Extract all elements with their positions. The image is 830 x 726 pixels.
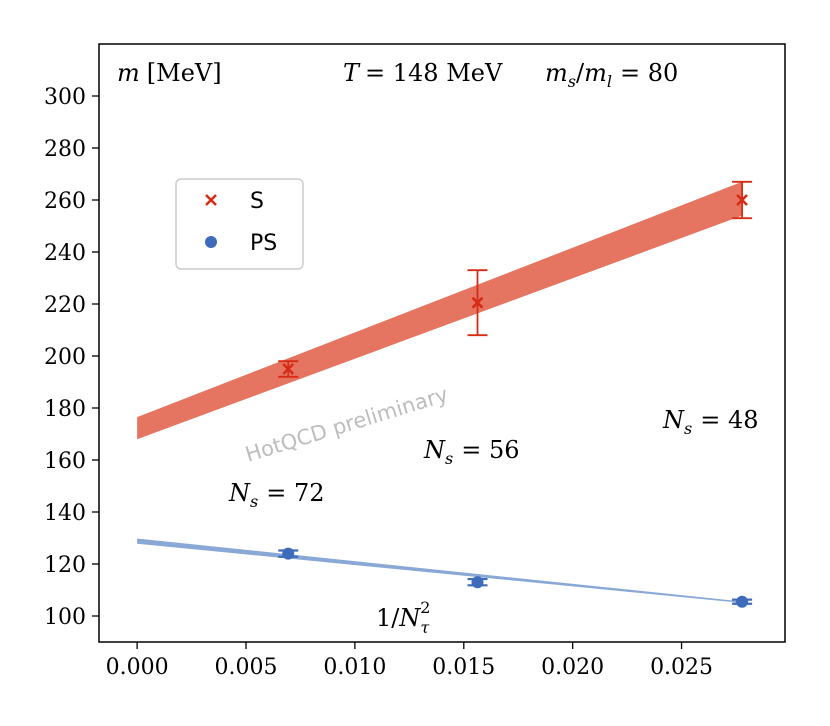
y-tick-label-9: 280	[44, 137, 86, 162]
plot-area	[98, 43, 786, 643]
ns-label-56: Ns = 56	[423, 436, 520, 468]
y-axis-ticks: 100 120 140 160 180 200 220 240 260 280 300	[44, 85, 99, 630]
mass-ratio-label: ms/ml = 80	[545, 59, 678, 91]
x-tick-label-5: 0.025	[650, 655, 713, 680]
fit-band-ps	[137, 538, 743, 603]
y-tick-label-7: 240	[44, 241, 86, 266]
point-ps-0	[282, 547, 295, 560]
y-tick-label-8: 260	[44, 189, 86, 214]
x-axis-label: 1/Nτ2	[376, 598, 430, 637]
y-tick-label-4: 180	[44, 397, 86, 422]
point-s-1	[471, 296, 484, 309]
legend: S PS	[175, 178, 304, 270]
x-tick-label-4: 0.020	[541, 655, 604, 680]
y-tick-label-1: 120	[44, 553, 86, 578]
legend-marker-ps	[205, 236, 217, 248]
point-s-2	[736, 194, 749, 206]
data-points	[278, 180, 753, 608]
legend-box	[175, 178, 304, 270]
y-tick-label-6: 220	[44, 293, 86, 318]
x-tick-label-3: 0.015	[432, 655, 495, 680]
y-tick-label-2: 140	[44, 501, 86, 526]
legend-x-glyph	[205, 194, 217, 206]
x-axis-ticks: 0.000 0.005 0.010 0.015 0.020 0.025	[106, 642, 713, 680]
y-tick-label-5: 200	[44, 345, 86, 370]
y-tick-label-10: 300	[44, 85, 86, 110]
watermark-text: HotQCD preliminary	[242, 382, 450, 467]
x-tick-label-1: 0.005	[215, 655, 278, 680]
y-tick-label-0: 100	[44, 605, 86, 630]
watermark-layer: HotQCD preliminary	[242, 382, 450, 467]
temperature-label: T = 148 MeV	[343, 59, 503, 87]
point-ps-2	[736, 595, 749, 608]
legend-label-s: S	[250, 189, 264, 214]
y-axis-label: m [MeV]	[117, 59, 222, 87]
x-tick-label-0: 0.000	[106, 655, 169, 680]
ns-label-48: Ns = 48	[662, 406, 759, 438]
point-s-0	[282, 363, 295, 375]
y-tick-label-3: 160	[44, 449, 86, 474]
legend-marker-s	[205, 194, 217, 206]
legend-label-ps: PS	[250, 231, 277, 256]
ns-label-72: Ns = 72	[228, 479, 325, 511]
x-tick-label-2: 0.010	[323, 655, 386, 680]
point-ps-1	[471, 576, 484, 589]
